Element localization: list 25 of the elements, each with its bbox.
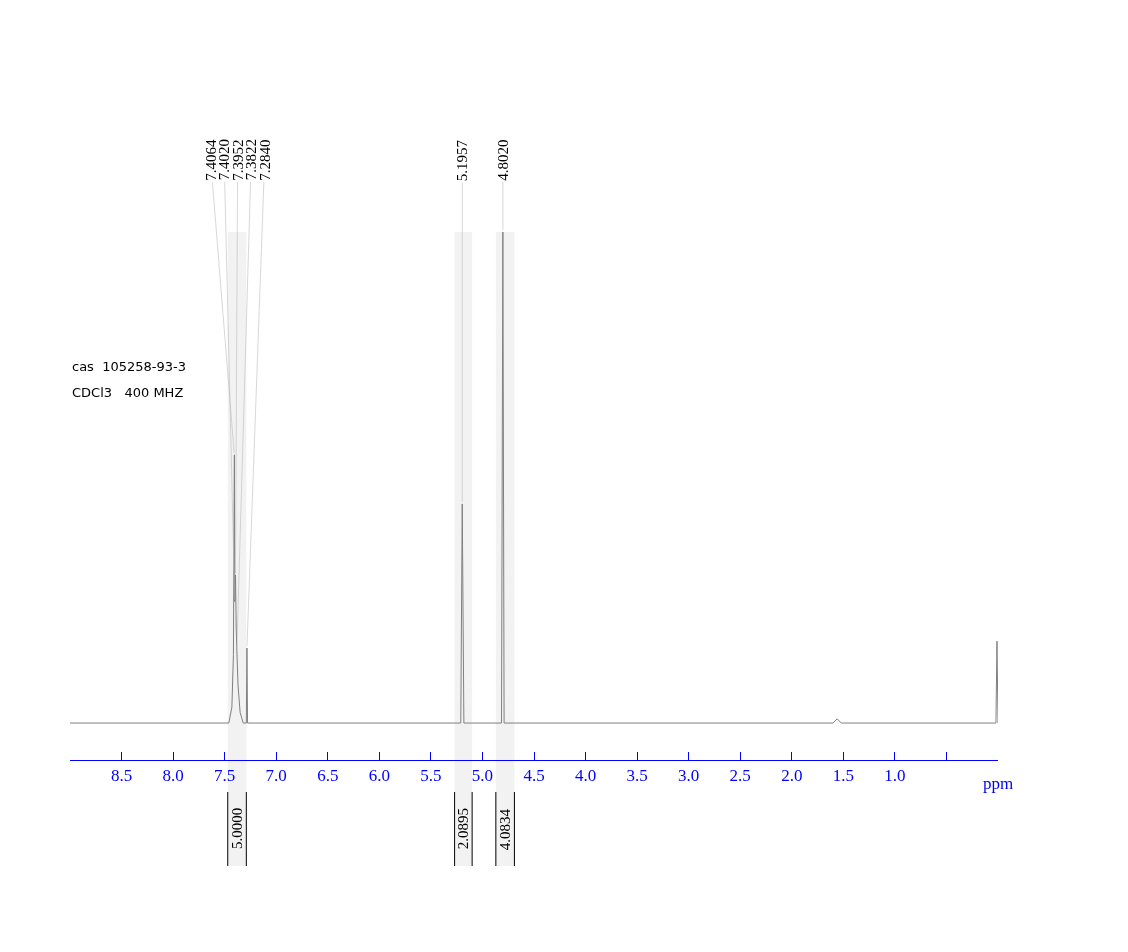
x-tick-label: 6.5 bbox=[317, 766, 339, 786]
x-tick-label: 4.5 bbox=[523, 766, 545, 786]
band-label: 2.0895 bbox=[455, 808, 472, 850]
annotation: 7.4064 bbox=[202, 138, 219, 181]
band-label: 5.0000 bbox=[229, 807, 246, 850]
band-label: 4.0834 bbox=[497, 808, 514, 851]
x-tick-label: 6.0 bbox=[368, 766, 390, 786]
x-tick-label: 2.0 bbox=[781, 766, 803, 786]
x-axis-title: ppm bbox=[983, 774, 1014, 793]
x-tick-label: 7.5 bbox=[214, 766, 236, 786]
x-tick-label: 2.5 bbox=[729, 766, 751, 786]
x-tick-label: 4.0 bbox=[574, 766, 597, 786]
annotation: CDCl3 400 MHZ bbox=[72, 385, 184, 400]
x-tick-label: 1.0 bbox=[884, 766, 906, 786]
x-tick-label: 8.5 bbox=[110, 766, 133, 786]
x-tick-label: 3.0 bbox=[678, 766, 700, 786]
x-tick-label: 5.5 bbox=[420, 766, 442, 786]
x-tick-label: 1.5 bbox=[832, 766, 854, 786]
annotation: 5.1957 bbox=[454, 139, 471, 182]
x-tick-label: 7.0 bbox=[265, 766, 287, 786]
x-tick-label: 5.0 bbox=[471, 766, 494, 786]
x-tick-label: 3.5 bbox=[626, 766, 648, 786]
annotation: 4.8020 bbox=[494, 139, 511, 181]
annotation: cas 105258-93-3 bbox=[72, 359, 186, 374]
x-tick-label: 8.0 bbox=[162, 766, 184, 786]
